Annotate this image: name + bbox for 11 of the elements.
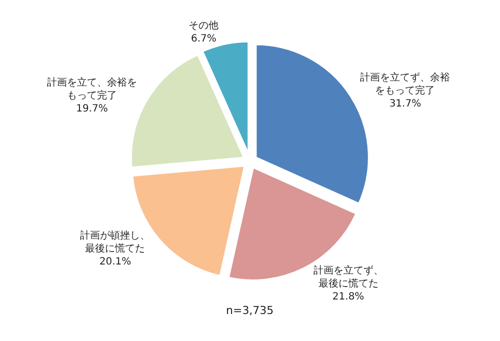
data-label: 6.7% [190,33,216,44]
slice-label: その他 [188,19,219,32]
data-label: 21.8% [332,292,364,303]
slice-label: 計画を立て、余裕をもって完了 [47,76,138,102]
slice-label: 計画を立てず、最後に慌てた [313,264,384,290]
data-label: 20.1% [99,256,132,268]
text: n=3,735 [226,304,274,317]
slice-label: 計画を立てず、余裕をもって完了 [360,71,450,96]
slice-label: 計画が頓挫し、最後に慌てた [80,229,150,254]
data-label: 31.7% [389,98,422,110]
data-label: 19.7% [76,104,108,115]
